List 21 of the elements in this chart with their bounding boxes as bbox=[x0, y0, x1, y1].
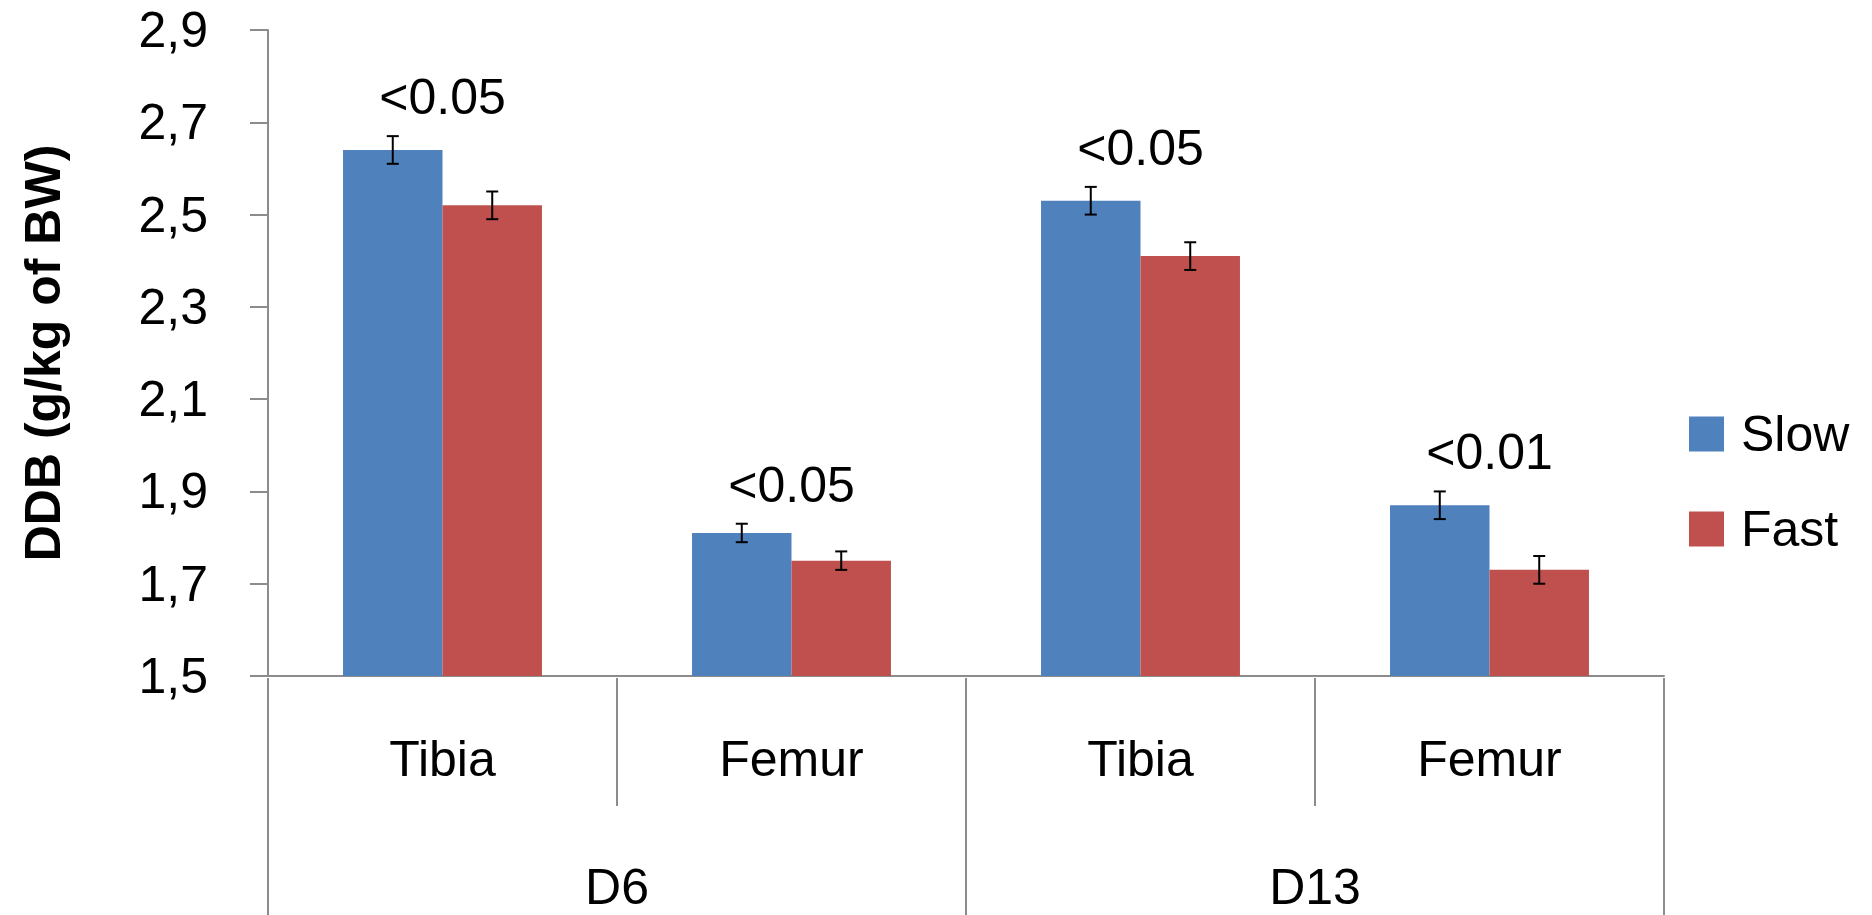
y-tick-label: 2,1 bbox=[138, 371, 208, 428]
y-tick-label: 1,7 bbox=[138, 555, 208, 612]
text: D6 bbox=[585, 859, 649, 915]
y-tick-label: 1,9 bbox=[138, 463, 208, 520]
y-tick-label: 2,3 bbox=[138, 278, 208, 335]
y-tick-label: 1,5 bbox=[138, 648, 208, 704]
x-tick-label: Femur bbox=[719, 731, 864, 787]
annotation: <0.05 bbox=[379, 69, 506, 126]
y-tick-label: 2,9 bbox=[138, 2, 208, 58]
legend-label: Fast bbox=[1741, 501, 1839, 557]
x-tick-label: Femur bbox=[1417, 731, 1562, 787]
x-tick-label: Tibia bbox=[1087, 731, 1194, 787]
y-tick-label: 2,7 bbox=[138, 94, 208, 151]
y-axis-title: DDB (g/kg of BW) bbox=[15, 144, 71, 562]
legend-label: Slow bbox=[1741, 406, 1851, 462]
annotation: <0.01 bbox=[1426, 424, 1553, 481]
x-tick-label: Tibia bbox=[389, 731, 496, 787]
text: D13 bbox=[1269, 859, 1361, 915]
annotation: <0.05 bbox=[1077, 119, 1204, 176]
y-tick-label: 2,5 bbox=[138, 186, 208, 243]
annotation: <0.05 bbox=[728, 456, 855, 513]
